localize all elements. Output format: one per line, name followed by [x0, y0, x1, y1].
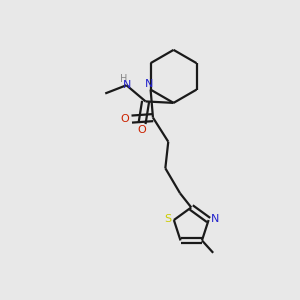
Text: O: O — [138, 125, 146, 135]
Text: N: N — [211, 214, 220, 224]
Text: S: S — [164, 214, 171, 224]
Text: H: H — [120, 74, 128, 84]
Text: N: N — [145, 79, 153, 89]
Text: N: N — [123, 80, 131, 90]
Text: O: O — [120, 114, 129, 124]
